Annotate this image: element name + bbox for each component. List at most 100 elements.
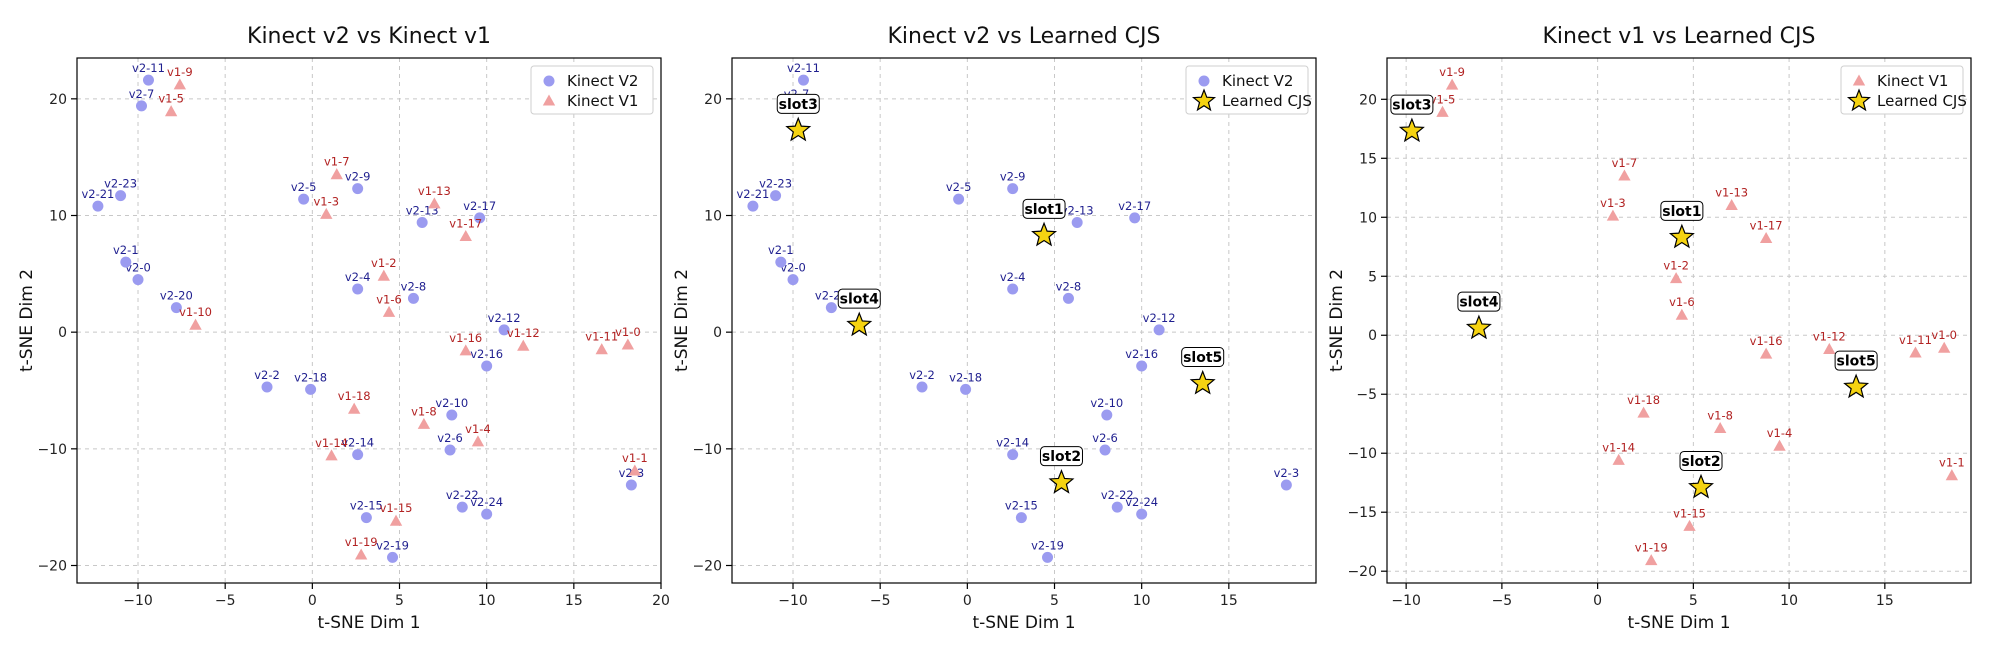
point-v2-13: [1071, 217, 1083, 228]
point-v1-13: [1725, 198, 1738, 211]
legend-box: [1185, 65, 1309, 115]
point-v2-16: [481, 360, 493, 372]
y-tick-label: 15: [1359, 151, 1377, 167]
point-label: v1-15: [1673, 506, 1706, 520]
y-tick-label: −10: [37, 442, 67, 458]
slot-label-box: [1390, 94, 1434, 115]
slot-label: slot1: [1662, 204, 1701, 220]
point-label: v2-15: [350, 499, 383, 513]
point-v1-0: [621, 338, 635, 350]
point-slot3: [785, 116, 812, 142]
x-tick-label: 5: [1050, 593, 1059, 609]
point-v2-5: [298, 193, 310, 205]
y-tick-label: 10: [704, 209, 722, 225]
legend: Kinect V1 Learned CJS: [1840, 65, 1967, 115]
point-label: v1-12: [1813, 329, 1846, 343]
point-label: v1-11: [1899, 333, 1932, 347]
point-v1-4: [471, 435, 485, 447]
legend-star-icon: [1191, 88, 1217, 112]
x-tick-label: 10: [478, 593, 496, 609]
y-tick-label: 20: [1359, 92, 1377, 108]
y-axis-label: t-SNE Dim 2: [672, 269, 692, 372]
point-slot5: [1189, 369, 1216, 395]
y-tick-label: 0: [58, 325, 67, 341]
x-tick-label: −10: [778, 593, 808, 609]
point-slot1: [1668, 223, 1695, 249]
slot-label-box: [837, 288, 881, 309]
x-tick-label: 15: [565, 593, 583, 609]
legend-circle-icon: [1198, 75, 1210, 87]
point-v2-12: [1153, 324, 1165, 336]
point-label: v2-6: [437, 431, 463, 445]
point-label: v2-3: [1274, 466, 1300, 480]
point-v1-18: [1637, 406, 1650, 418]
point-label: v1-13: [1715, 185, 1748, 199]
point-label: v2-18: [294, 370, 327, 384]
y-tick-label: −20: [37, 559, 67, 575]
series-star: slot1 slot2 slot3 slot4 slot5: [1390, 94, 1878, 499]
point-slot5: [1843, 373, 1870, 399]
point-label: v1-2: [371, 256, 397, 270]
point-v2-22: [1111, 501, 1123, 513]
point-label: v1-12: [507, 326, 540, 340]
legend-entry: Kinect V2: [567, 72, 638, 90]
point-label: v2-18: [949, 370, 982, 384]
point-v1-17: [1759, 232, 1773, 244]
point-label: v2-10: [1090, 396, 1123, 410]
plot-frame: [731, 57, 1317, 584]
y-tick-label: 0: [713, 325, 722, 341]
point-v1-1: [1945, 469, 1959, 481]
point-v1-5: [1436, 105, 1449, 117]
y-tick-label: 0: [1368, 328, 1377, 344]
slot-label: slot3: [779, 97, 818, 113]
point-v2-20: [825, 302, 837, 314]
point-v1-3: [320, 207, 333, 219]
point-label: v1-9: [167, 65, 193, 79]
point-v1-14: [1612, 453, 1625, 465]
point-v2-0: [787, 274, 799, 286]
x-tick-label: 0: [963, 593, 972, 609]
point-label: v2-4: [345, 270, 371, 284]
chart-title: Kinect v2 vs Learned CJS: [887, 24, 1160, 49]
point-slot4: [846, 311, 873, 337]
point-v2-21: [92, 200, 104, 212]
point-v1-11: [595, 343, 608, 355]
point-v1-11: [1909, 346, 1922, 358]
point-v1-4: [1773, 439, 1786, 451]
point-slot4: [1465, 314, 1492, 340]
point-v2-8: [407, 292, 419, 304]
point-label: v2-21: [81, 187, 114, 201]
point-v2-14: [1007, 449, 1019, 461]
point-v1-5: [164, 105, 178, 117]
point-v2-1: [120, 256, 132, 268]
x-tick-label: −10: [1391, 593, 1421, 609]
x-tick-label: 5: [1689, 593, 1698, 609]
point-v2-22: [456, 501, 468, 513]
point-v2-19: [387, 551, 399, 563]
legend-entry: Kinect V1: [567, 92, 638, 110]
point-v2-2: [916, 381, 928, 393]
x-tick-label: 10: [1780, 593, 1798, 609]
point-v1-6: [1675, 308, 1689, 320]
slot-label-box: [1181, 347, 1225, 367]
point-v2-20: [170, 302, 182, 314]
point-label: v1-5: [158, 92, 184, 106]
y-tick-label: −20: [1347, 564, 1377, 580]
plot-frame: [1386, 57, 1972, 584]
slot-label: slot2: [1681, 454, 1720, 470]
point-v1-9: [1445, 78, 1459, 90]
point-label: v2-17: [1118, 199, 1151, 213]
slot-label-box: [776, 93, 820, 114]
point-label: v2-23: [759, 177, 792, 191]
point-v1-16: [1759, 347, 1773, 359]
legend-entry: Kinect V2: [1222, 72, 1293, 90]
point-v2-5: [953, 193, 965, 205]
point-v2-9: [352, 183, 364, 195]
point-v1-16: [459, 344, 472, 356]
slot-label-box: [1039, 446, 1083, 467]
slot-label: slot2: [1042, 449, 1081, 465]
point-v2-2: [261, 381, 273, 393]
slot-label: slot1: [1024, 202, 1063, 218]
slot-label-box: [1457, 291, 1501, 312]
